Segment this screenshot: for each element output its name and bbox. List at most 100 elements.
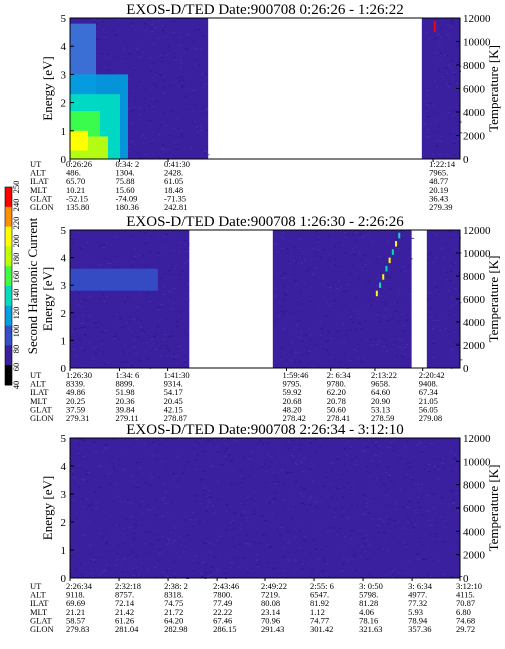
intensity-streak xyxy=(398,232,401,239)
ephemeris-row-label: GLAT xyxy=(30,615,53,625)
y-tick-label: 4 xyxy=(61,253,67,265)
ephemeris-ut: 0:26:26 xyxy=(66,159,92,169)
ephemeris-ut: 2:32:18 xyxy=(115,581,141,591)
colorbar-tick-label: 140 xyxy=(11,289,21,302)
data-interval xyxy=(421,18,460,159)
ephemeris-value: 80.08 xyxy=(261,598,280,608)
colorbar-tick-label: 180 xyxy=(11,253,21,266)
y2-tick-label: 6000 xyxy=(463,84,486,96)
ephemeris-value: 7219. xyxy=(261,590,280,600)
colorbar-tick-label: 60 xyxy=(11,363,21,372)
ephemeris-value: 70.87 xyxy=(456,598,475,608)
y2-tick-label: 10000 xyxy=(463,37,491,49)
y2-tick-label: 0 xyxy=(463,573,469,585)
ephemeris-value: 53.13 xyxy=(371,404,390,414)
ephemeris-value: 48.77 xyxy=(429,176,448,186)
colorbar-segment xyxy=(5,345,12,366)
ephemeris-row-label: ALT xyxy=(30,168,47,178)
ephemeris-value: 5.93 xyxy=(408,607,423,617)
ephemeris-value: 20.78 xyxy=(327,396,346,406)
ephemeris-value: 5798. xyxy=(359,590,378,600)
y2-tick-label: 8000 xyxy=(463,271,486,283)
ephemeris-value: 9408. xyxy=(419,379,438,389)
ephemeris-value: 4977. xyxy=(408,590,427,600)
ephemeris-ut: 2:55: 6 xyxy=(310,581,334,591)
ephemeris-row-label: ILAT xyxy=(30,176,49,186)
y2-tick-label: 4000 xyxy=(463,317,486,329)
data-interval xyxy=(272,230,412,368)
ephemeris-value: 22.22 xyxy=(213,607,232,617)
ephemeris-value: 7800. xyxy=(213,590,232,600)
ephemeris-value: 1.12 xyxy=(310,607,325,617)
ephemeris-ut: 3:12:10 xyxy=(456,581,482,591)
ephemeris-value: 74.75 xyxy=(164,598,183,608)
ephemeris-ut: 1:26:30 xyxy=(66,370,92,380)
ephemeris-value: 8757. xyxy=(115,590,134,600)
intensity-streak xyxy=(391,249,394,255)
y-tick-label: 5 xyxy=(61,13,67,25)
data-interval xyxy=(70,230,190,368)
intensity-streak xyxy=(388,257,391,264)
y2-tick-label: 0 xyxy=(463,154,469,166)
ephemeris-value: 301.42 xyxy=(310,624,333,634)
y2-tick-label: 2000 xyxy=(463,550,486,562)
ephemeris-value: 279.11 xyxy=(115,413,138,423)
ephemeris-value: 81.28 xyxy=(359,598,378,608)
data-interval xyxy=(426,230,460,368)
ephemeris-value: 65.70 xyxy=(66,176,85,186)
ephemeris-row-label: ALT xyxy=(30,379,47,389)
ephemeris-value: 29.72 xyxy=(456,624,475,634)
ephemeris-value: 61.05 xyxy=(164,176,183,186)
chart-title: EXOS-D/TED Date:900708 1:26:30 - 2:26:26 xyxy=(126,214,404,230)
y-tick-label: 2 xyxy=(61,308,67,320)
ephemeris-value: 48.20 xyxy=(282,404,301,414)
y-tick-label: 5 xyxy=(61,225,67,237)
y-tick-label: 0 xyxy=(61,363,67,375)
ephemeris-row-label: GLON xyxy=(30,624,54,634)
y2-axis-label: Temperature [K] xyxy=(486,45,501,132)
ephemeris-value: 20.25 xyxy=(66,396,85,406)
ephemeris-value: 7965. xyxy=(429,168,448,178)
ephemeris-ut: 3: 0:50 xyxy=(359,581,383,591)
ephemeris-value: 77.49 xyxy=(213,598,232,608)
colorbar-segment xyxy=(5,226,12,247)
colorbar-tick-label: 40 xyxy=(11,381,21,390)
y2-tick-label: 12000 xyxy=(463,13,491,25)
colorbar-segment xyxy=(5,365,12,386)
ephemeris-value: 9658. xyxy=(371,379,390,389)
y-tick-label: 0 xyxy=(61,154,67,166)
ephemeris-value: 6.80 xyxy=(456,607,471,617)
colorbar-segment xyxy=(5,325,12,346)
ephemeris-ut: 0:41:30 xyxy=(164,159,190,169)
panel-1 xyxy=(69,17,463,162)
ephemeris-value: 10.21 xyxy=(66,185,85,195)
ephemeris-value: 242.81 xyxy=(164,202,187,212)
ephemeris-value: 21.05 xyxy=(419,396,438,406)
ephemeris-ut: 3: 6:34 xyxy=(408,581,433,591)
colorbar-label: Second Harmonic Current xyxy=(25,217,40,354)
ephemeris-value: 58.57 xyxy=(66,615,85,625)
ephemeris-value: 42.15 xyxy=(164,404,183,414)
ephemeris-value: 15.60 xyxy=(115,185,134,195)
y-axis-label: Energy [eV] xyxy=(40,267,55,331)
ephemeris-value: 321.63 xyxy=(359,624,382,634)
ephemeris-value: 50.60 xyxy=(327,404,346,414)
ephemeris-value: 282.98 xyxy=(164,624,187,634)
ephemeris-row-label: ALT xyxy=(30,590,47,600)
ephemeris-value: 51.98 xyxy=(115,387,134,397)
panel-2 xyxy=(69,229,463,371)
y2-tick-label: 6000 xyxy=(463,294,486,306)
ephemeris-value: 21.72 xyxy=(164,607,183,617)
ephemeris-value: 278.59 xyxy=(371,413,394,423)
ephemeris-value: 74.68 xyxy=(456,615,475,625)
colorbar-tick-label: 120 xyxy=(11,307,21,320)
ephemeris-value: 278.41 xyxy=(327,413,350,423)
ephemeris-value: 81.92 xyxy=(310,598,329,608)
ephemeris-row-label: GLAT xyxy=(30,193,53,203)
intensity-streak xyxy=(395,241,398,247)
ephemeris-row-label: ILAT xyxy=(30,387,49,397)
y2-tick-label: 10000 xyxy=(463,456,491,468)
colorbar-tick-label: 200 xyxy=(11,235,21,248)
ephemeris-value: -52.15 xyxy=(66,193,88,203)
